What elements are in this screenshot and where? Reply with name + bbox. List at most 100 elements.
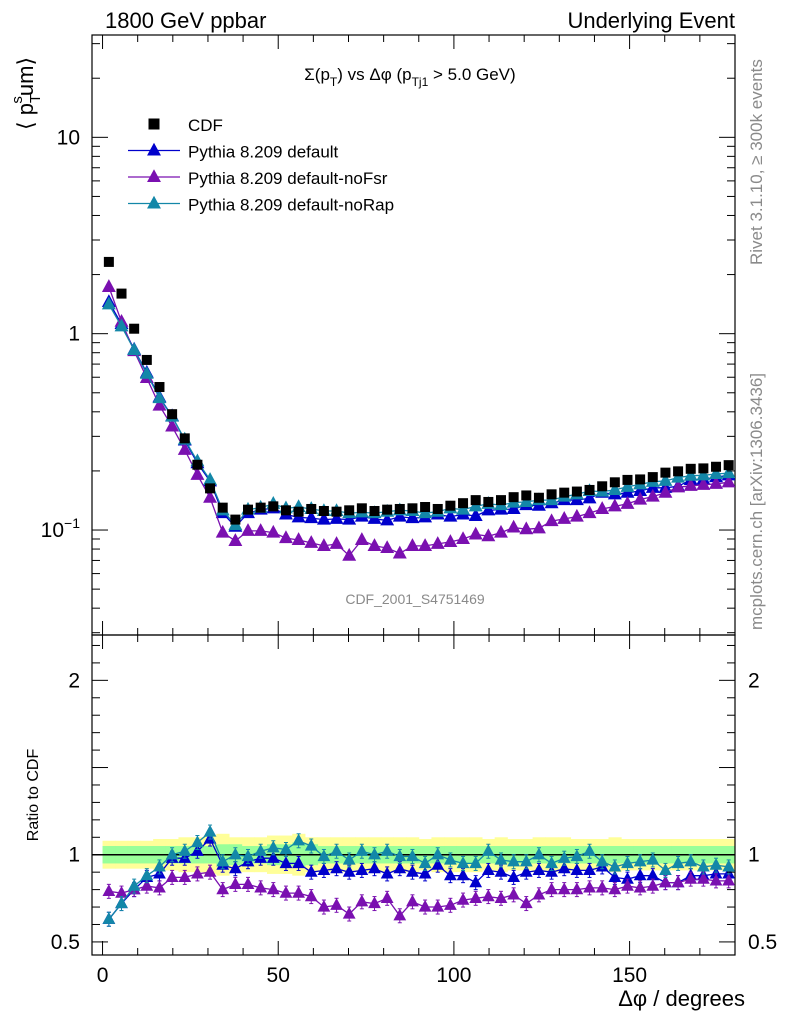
data-point	[571, 486, 582, 497]
ratio-point	[153, 859, 166, 872]
ratio-panel	[91, 634, 736, 956]
data-point	[217, 502, 228, 513]
series-2	[101, 279, 735, 561]
ratio-point	[646, 852, 660, 865]
legend: CDF Pythia 8.209 default Pythia 8.209 defa…	[128, 116, 394, 215]
data-point	[597, 481, 608, 492]
data-point	[420, 502, 431, 513]
ratio-point	[684, 854, 698, 867]
ratio-point	[342, 852, 356, 865]
ratio-point	[456, 856, 470, 869]
data-point	[430, 536, 445, 549]
ratio-point	[545, 856, 558, 869]
ratio-point	[671, 856, 685, 869]
data-point	[458, 498, 469, 509]
data-point	[268, 501, 279, 512]
ratio-point	[292, 856, 305, 869]
data-point	[559, 487, 570, 498]
data-point	[141, 354, 152, 365]
ratio-point	[444, 868, 457, 881]
legend-entry: Pythia 8.209 default-noFsr	[128, 169, 388, 188]
legend-label: Pythia 8.209 default	[188, 143, 339, 162]
data-point	[633, 491, 648, 505]
ylabel-sup: s	[9, 96, 26, 104]
ratio-point	[532, 847, 546, 860]
data-point	[114, 318, 129, 332]
data-point	[228, 533, 243, 546]
ratio-point	[317, 849, 331, 862]
data-point	[127, 342, 142, 356]
ratio-point	[418, 899, 432, 912]
data-point	[483, 496, 494, 507]
data-point	[316, 511, 331, 525]
data-point	[658, 473, 673, 486]
data-point	[291, 532, 306, 546]
ratio-point	[266, 882, 280, 895]
y-tick-label: 10	[57, 126, 80, 149]
data-point	[582, 490, 597, 504]
data-point	[392, 545, 407, 559]
data-point	[569, 508, 584, 522]
data-point	[116, 288, 127, 299]
title-sub-2: Tj1	[412, 75, 429, 89]
data-point	[456, 501, 471, 515]
ratio-point	[254, 880, 268, 893]
ylabel-sub: T	[27, 94, 44, 103]
data-point	[721, 465, 735, 479]
data-point	[394, 503, 405, 514]
ratio-point	[481, 889, 495, 902]
ratio-point	[583, 863, 596, 876]
data-point	[709, 475, 723, 489]
ylabel-part-2: um⟩	[13, 57, 38, 96]
data-point	[154, 382, 165, 393]
data-point	[432, 503, 443, 514]
ratio-point	[469, 891, 483, 903]
header-left: 1800 GeV ppbar	[105, 8, 266, 33]
data-point	[165, 418, 180, 432]
data-point	[129, 323, 140, 334]
ratio-point	[380, 866, 394, 879]
data-point	[445, 500, 456, 511]
ylabel-part-1: ⟨ p	[13, 103, 38, 130]
series-0	[103, 256, 734, 525]
ratio-tick-label-left: 0.5	[51, 931, 80, 954]
ratio-point	[292, 885, 305, 898]
data-point	[620, 496, 635, 509]
legend-label: Pythia 8.209 default-noFsr	[188, 169, 388, 188]
ratio-point	[418, 866, 432, 879]
ratio-y-label: Ratio to CDF	[25, 749, 42, 842]
data-point	[329, 536, 344, 549]
ratio-point	[570, 882, 584, 895]
data-point	[344, 505, 355, 516]
ratio-point	[406, 894, 419, 907]
ratio-point	[355, 894, 369, 907]
mcplots-label: mcplots.cern.ch [arXiv:1306.3436]	[747, 373, 766, 630]
data-point	[546, 489, 557, 500]
data-point	[331, 506, 342, 517]
ratio-tick-label-right: 2	[748, 669, 760, 692]
data-point	[342, 547, 357, 561]
ratio-point	[696, 859, 710, 872]
ratio-series-2	[102, 824, 735, 927]
ratio-point	[279, 885, 293, 898]
ratio-point	[633, 880, 647, 893]
ratio-point	[279, 842, 293, 855]
data-point	[304, 510, 319, 524]
data-point	[685, 463, 696, 474]
ratio-point	[406, 865, 419, 877]
data-point	[557, 511, 572, 524]
header-right: Underlying Event	[567, 8, 735, 33]
ratio-point	[254, 844, 268, 856]
title-part-2: ) vs Δφ (p	[337, 65, 411, 84]
ratio-point	[595, 880, 609, 893]
ratio-point	[115, 885, 128, 898]
ratio-point	[621, 871, 634, 884]
data-point	[293, 506, 304, 517]
main-panel	[91, 34, 736, 636]
data-point	[481, 528, 496, 542]
ratio-point	[342, 865, 356, 877]
data-point	[443, 508, 458, 522]
ratio-point	[519, 896, 533, 909]
title-part-3: > 5.0 GeV)	[428, 65, 515, 84]
ratio-point	[216, 854, 230, 867]
